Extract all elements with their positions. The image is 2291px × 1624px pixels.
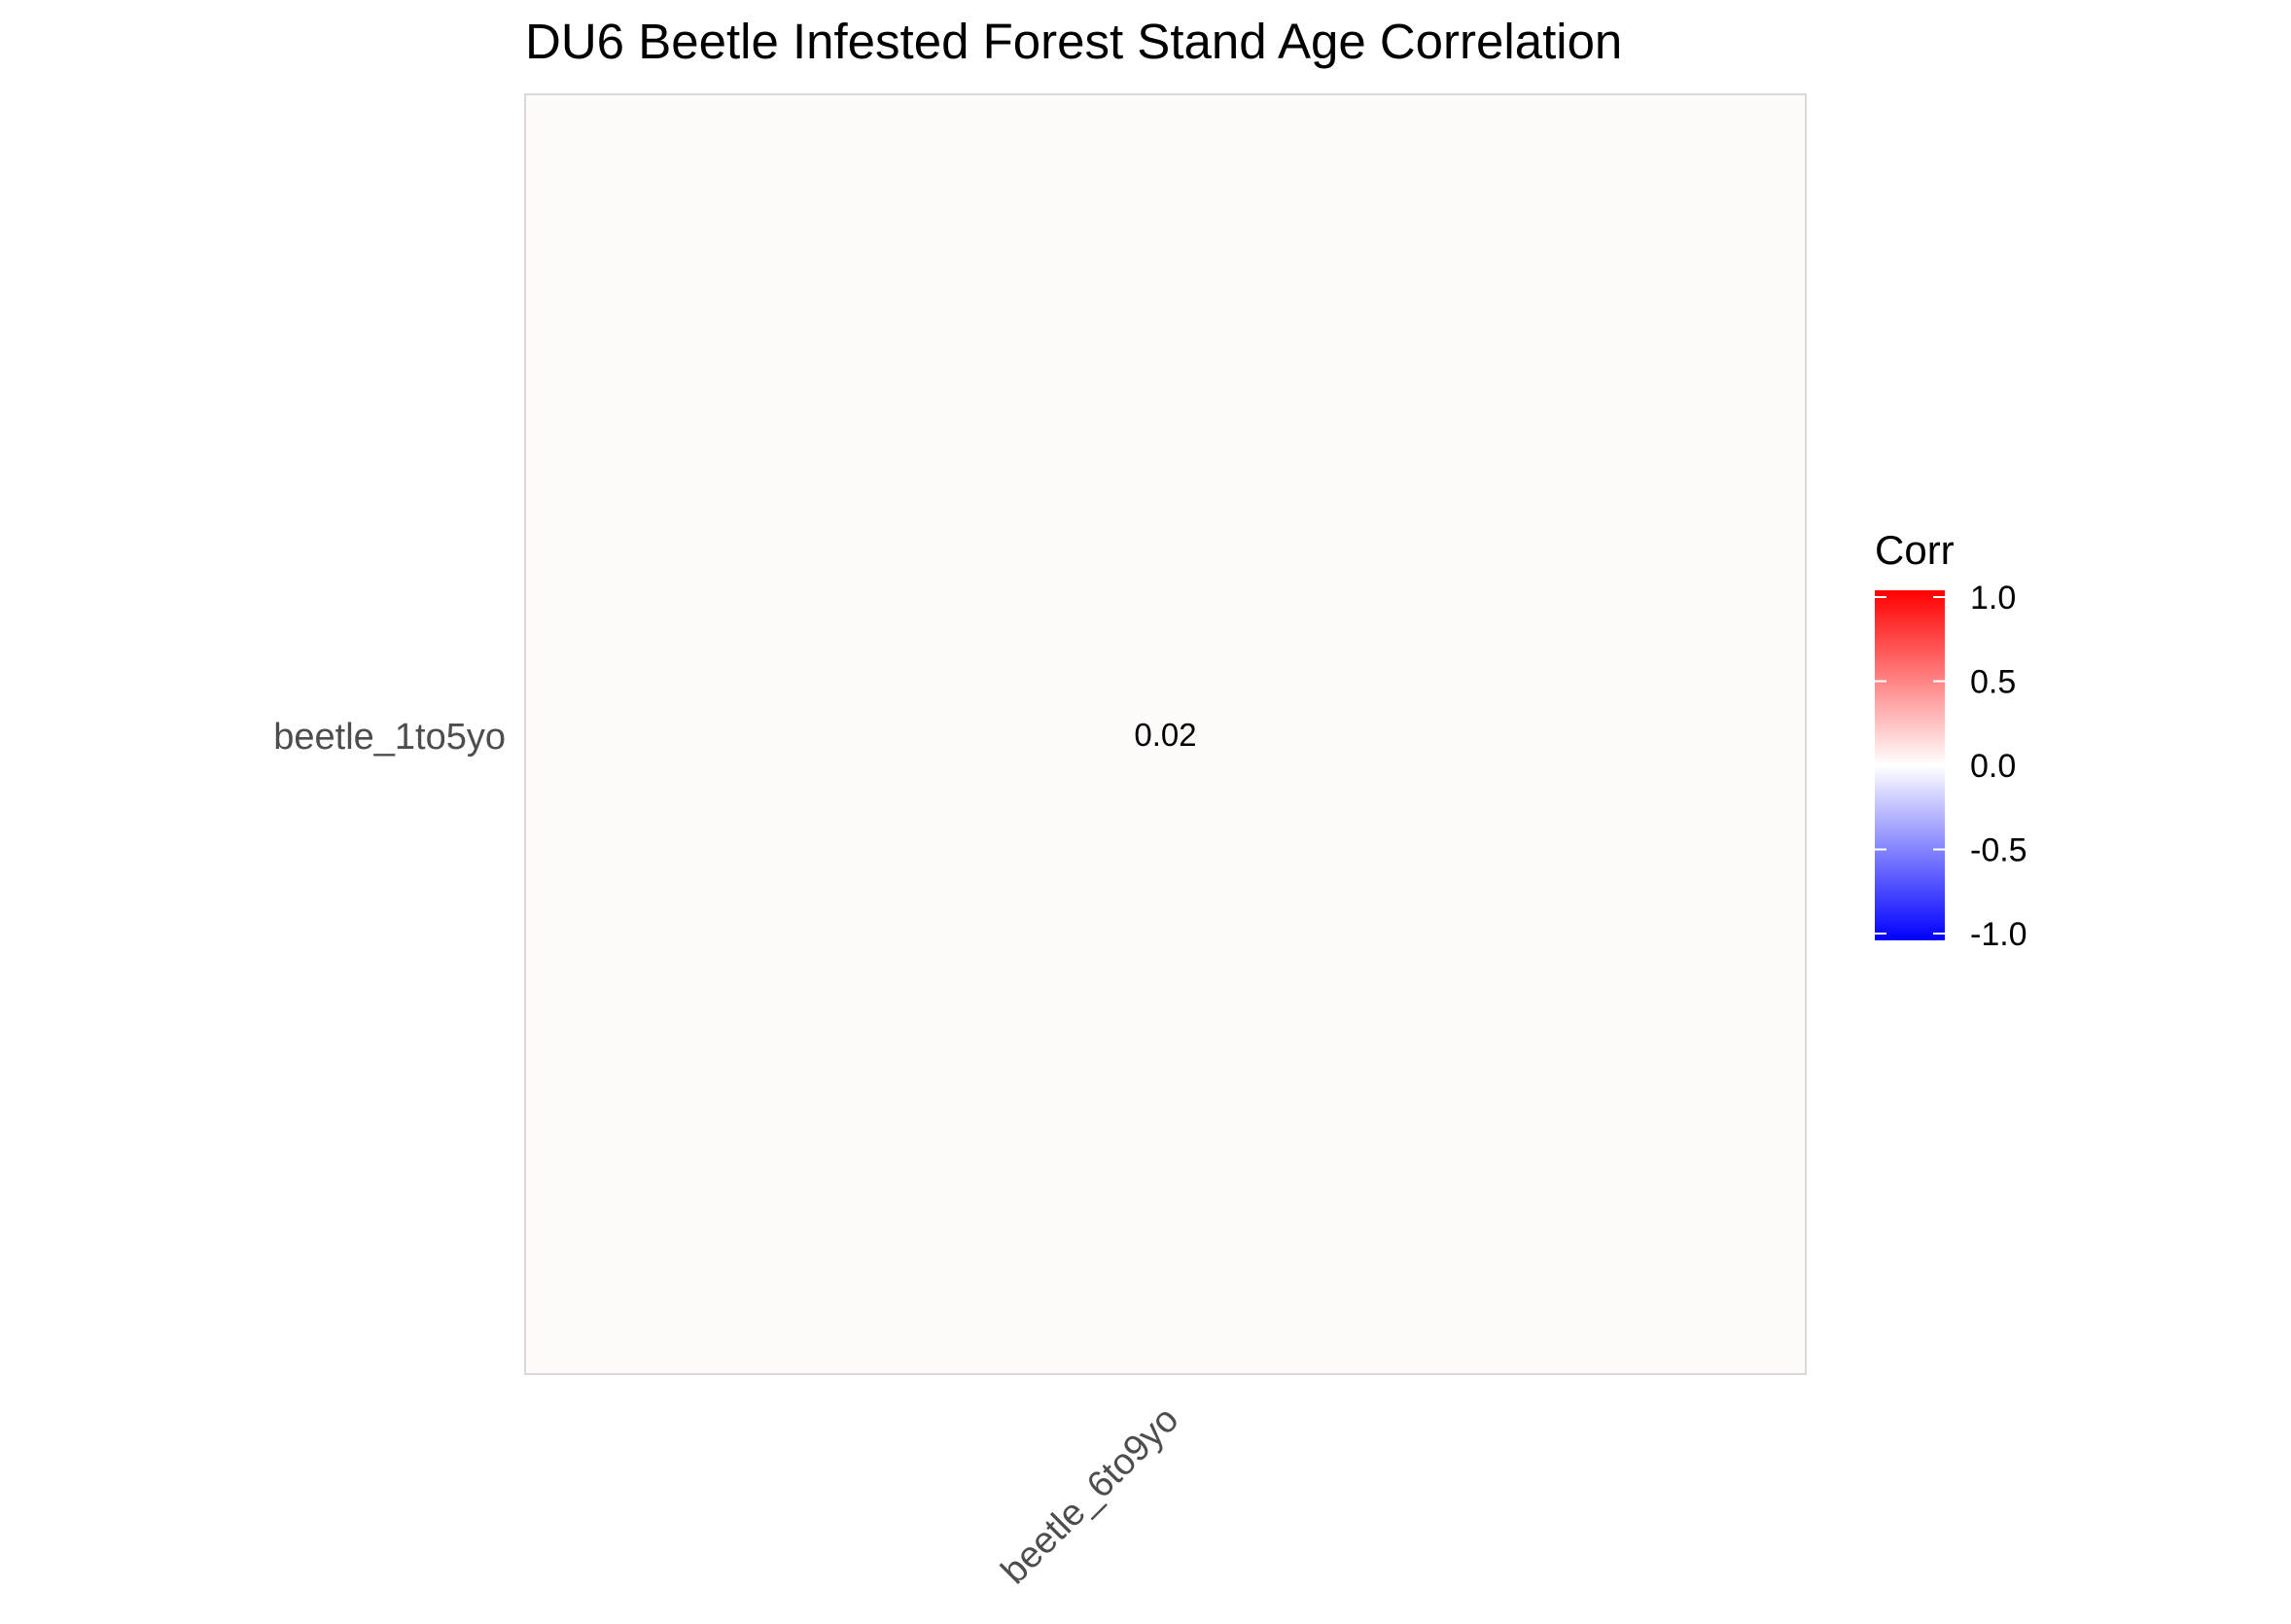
heatmap-cells: 0.02 bbox=[524, 93, 1807, 1375]
heatmap-cell bbox=[524, 93, 1807, 1375]
legend-ticks: 1.0 0.5 0.0 -0.5 -1.0 bbox=[1875, 580, 2027, 953]
y-tick-label: beetle_1to5yo bbox=[273, 717, 506, 758]
x-tick-label: beetle_6to9yo bbox=[994, 1399, 1187, 1593]
legend-title: Corr bbox=[1875, 527, 1955, 573]
legend-tick-label: -1.0 bbox=[1970, 916, 2027, 953]
legend-tick-label: 0.0 bbox=[1970, 748, 2016, 785]
legend-tick-label: 1.0 bbox=[1970, 580, 2016, 617]
cell-value-label: 0.02 bbox=[1134, 717, 1196, 753]
chart-title: DU6 Beetle Infested Forest Stand Age Cor… bbox=[525, 14, 1622, 69]
legend-tick-label: 0.5 bbox=[1970, 664, 2016, 701]
legend-tick-label: -0.5 bbox=[1970, 832, 2027, 869]
